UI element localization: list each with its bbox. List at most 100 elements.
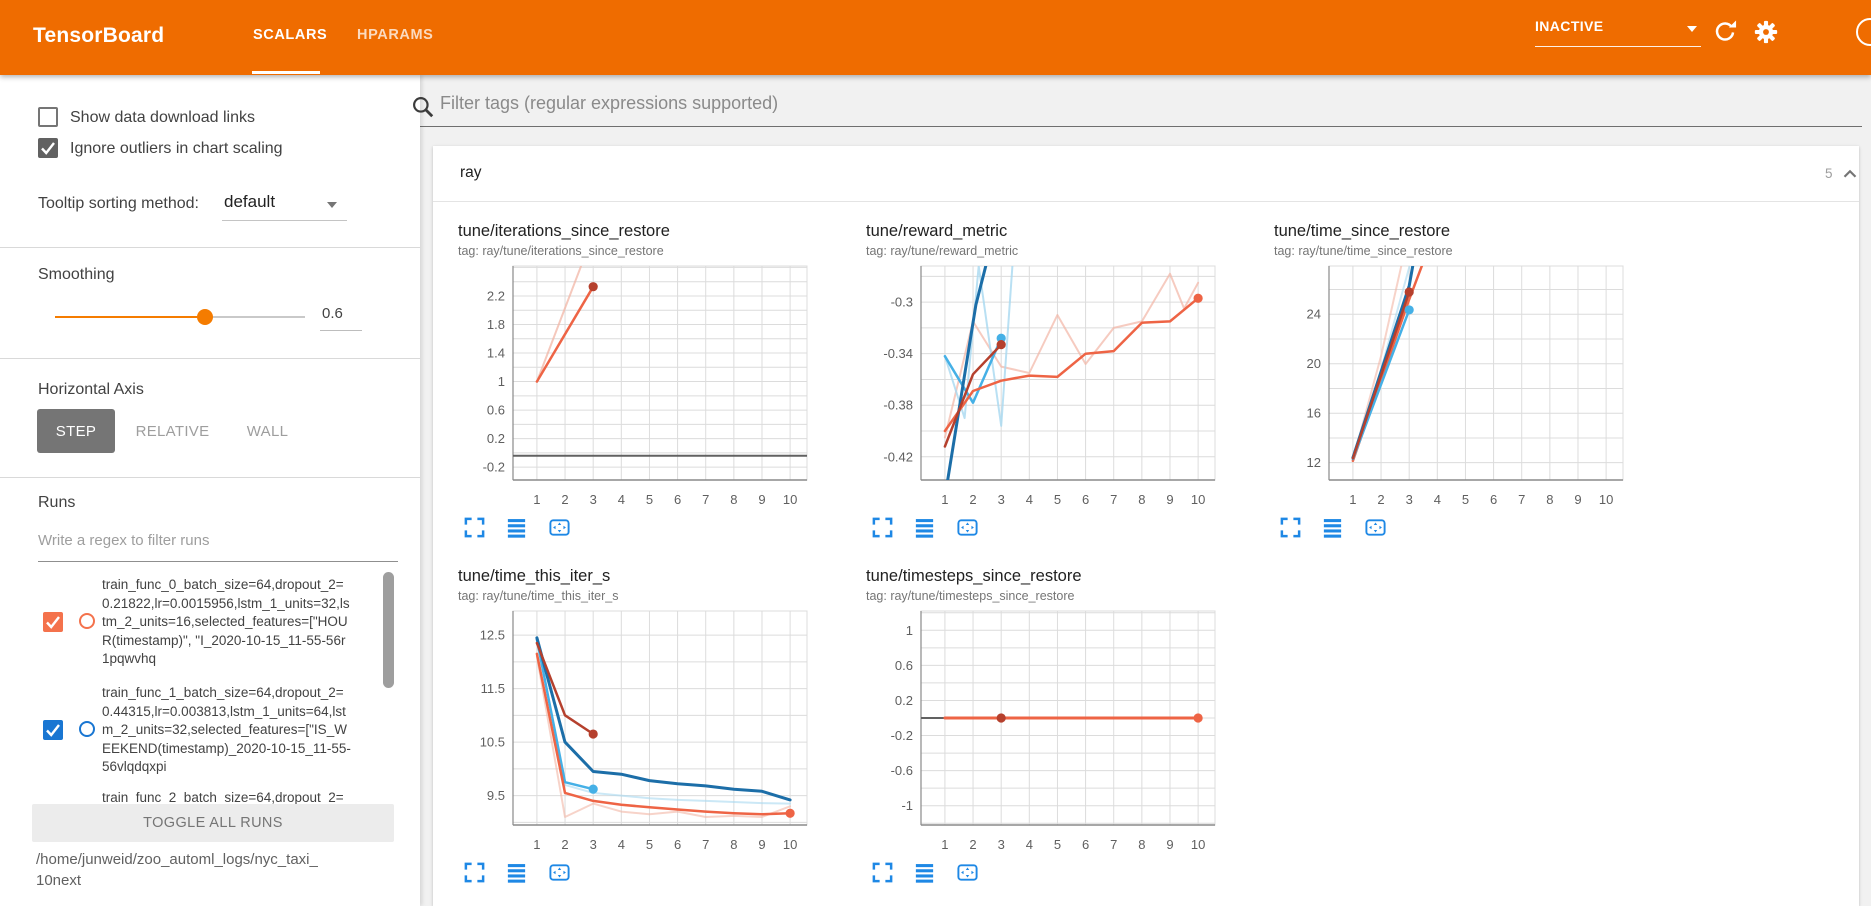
- smoothing-slider[interactable]: [55, 309, 305, 325]
- fit-domain-icon[interactable]: [955, 516, 980, 539]
- show-download-links-checkbox[interactable]: [38, 107, 58, 127]
- status-dropdown[interactable]: INACTIVE: [1535, 18, 1701, 47]
- smoothing-value[interactable]: 0.6: [322, 305, 343, 322]
- run-name-line: train_func_1_batch_size=64,dropout_2=: [102, 685, 344, 700]
- section-divider: [0, 247, 420, 248]
- chart-tag: tag: ray/tune/time_this_iter_s: [458, 589, 619, 603]
- svg-text:8: 8: [1138, 837, 1145, 852]
- run-color-radio-0[interactable]: [79, 613, 95, 629]
- runs-toggle-icon[interactable]: [913, 861, 936, 884]
- svg-text:2: 2: [561, 492, 568, 507]
- smoothing-label: Smoothing: [38, 266, 115, 283]
- fit-domain-icon[interactable]: [547, 861, 572, 884]
- series-orange: [535, 652, 792, 816]
- fit-domain-icon[interactable]: [547, 516, 572, 539]
- svg-text:4: 4: [1026, 492, 1033, 507]
- chart-plot[interactable]: 1 0.6 0.2 -0.2 -0.6 -1 1 2 3 4 5 6 7 8 9 10: [853, 609, 1223, 857]
- svg-text:-0.38: -0.38: [883, 398, 913, 413]
- chart-title: tune/timesteps_since_restore: [866, 567, 1082, 585]
- svg-text:4: 4: [618, 837, 625, 852]
- runs-scrollbar[interactable]: [383, 572, 394, 688]
- svg-text:7: 7: [1518, 492, 1525, 507]
- axis-button-step[interactable]: STEP: [37, 409, 115, 453]
- run-name-line: tm_2_units=16,selected_features=["HOU: [102, 614, 348, 629]
- svg-text:7: 7: [702, 837, 709, 852]
- tag-filter-input[interactable]: [440, 93, 1820, 114]
- chart-card-tune-reward-metric: tune/reward_metric tag: ray/tune/reward_m…: [853, 212, 1253, 539]
- svg-text:12.5: 12.5: [480, 628, 505, 643]
- chart-actions: [871, 861, 1253, 884]
- fullscreen-icon[interactable]: [463, 861, 486, 884]
- svg-text:11.5: 11.5: [481, 681, 505, 696]
- axis-button-wall[interactable]: WALL: [246, 422, 289, 440]
- svg-text:24: 24: [1307, 307, 1321, 322]
- gear-icon[interactable]: [1753, 19, 1779, 50]
- svg-text:8: 8: [730, 837, 737, 852]
- series-cyan-smoothed: [943, 336, 1003, 404]
- chevron-up-icon[interactable]: [1839, 163, 1861, 190]
- ignore-outliers-checkbox[interactable]: [38, 138, 58, 158]
- settings-sidebar: Show data download links Ignore outliers…: [0, 75, 420, 906]
- tab-scalars[interactable]: SCALARS: [253, 27, 328, 43]
- chart-plot[interactable]: -0.3 -0.34 -0.38 -0.42 1 2 3 4 5 6 7 8 9 10: [853, 264, 1223, 512]
- fullscreen-icon[interactable]: [1279, 516, 1302, 539]
- svg-text:4: 4: [1026, 837, 1033, 852]
- runs-toggle-icon[interactable]: [1321, 516, 1344, 539]
- chart-card-tune-timesteps-since-restore: tune/timesteps_since_restore tag: ray/tun…: [853, 557, 1253, 884]
- run-name-line: R(timestamp)", "I_2020-10-15_11-55-56r: [102, 632, 346, 648]
- run-checkbox-0[interactable]: [43, 612, 63, 632]
- refresh-icon[interactable]: [1712, 19, 1738, 50]
- run-name-line: 0.44315,lr=0.003813,lstm_1_units=64,lst: [102, 703, 346, 719]
- fullscreen-icon[interactable]: [463, 516, 486, 539]
- fit-domain-icon[interactable]: [1363, 516, 1388, 539]
- series-darkred: [535, 641, 595, 736]
- run-color-radio-1[interactable]: [79, 721, 95, 737]
- runs-toggle-icon[interactable]: [505, 861, 528, 884]
- fit-domain-icon[interactable]: [955, 861, 980, 884]
- svg-text:8: 8: [1546, 492, 1553, 507]
- chevron-down-icon: [1687, 26, 1697, 32]
- chevron-down-icon[interactable]: [327, 202, 337, 208]
- svg-text:5: 5: [646, 492, 653, 507]
- svg-text:-0.6: -0.6: [891, 763, 913, 778]
- runs-filter-underline: [38, 561, 398, 562]
- runs-filter-input[interactable]: [38, 532, 388, 549]
- svg-text:-0.2: -0.2: [891, 728, 913, 743]
- run-name-line: train_func_0_batch_size=64,dropout_2=: [102, 577, 344, 592]
- svg-text:-0.34: -0.34: [883, 346, 913, 361]
- tooltip-sort-dropdown[interactable]: default: [224, 192, 276, 211]
- svg-text:4: 4: [1434, 492, 1441, 507]
- svg-text:10: 10: [783, 837, 797, 852]
- chart-plot[interactable]: 12.5 11.5 10.5 9.5 1 2 3 4 5 6 7 8 9 10: [445, 609, 815, 857]
- run-name-0[interactable]: train_func_0_batch_size=64,dropout_2= 0.2…: [102, 576, 400, 669]
- help-icon[interactable]: [1856, 18, 1871, 46]
- run-name-2[interactable]: train_func_2_batch_size=64,dropout_2=: [102, 789, 400, 808]
- chart-plot[interactable]: 2.2 1.8 1.4 1 0.6 0.2 -0.2 1 2 3 4 5 6 7 8 9 10: [445, 264, 815, 512]
- svg-text:12: 12: [1307, 455, 1321, 470]
- run-checkbox-1[interactable]: [43, 720, 63, 740]
- svg-text:1.4: 1.4: [487, 346, 505, 361]
- run-name-1[interactable]: train_func_1_batch_size=64,dropout_2= 0.4…: [102, 684, 400, 777]
- svg-text:5: 5: [646, 837, 653, 852]
- svg-text:9.5: 9.5: [487, 788, 505, 803]
- tag-group-name: ray: [460, 164, 482, 181]
- runs-toggle-icon[interactable]: [505, 516, 528, 539]
- search-icon: [410, 94, 436, 125]
- smoothing-value-underline: [320, 330, 362, 331]
- smoothing-slider-thumb[interactable]: [197, 309, 213, 325]
- axis-button-relative[interactable]: RELATIVE: [135, 422, 210, 440]
- fullscreen-icon[interactable]: [871, 861, 894, 884]
- series-raw-lightblue: [535, 636, 792, 805]
- svg-text:3: 3: [998, 837, 1005, 852]
- fullscreen-icon[interactable]: [871, 516, 894, 539]
- tag-group-count: 5: [1825, 166, 1833, 181]
- check-icon: [41, 142, 55, 155]
- runs-toggle-icon[interactable]: [913, 516, 936, 539]
- toggle-all-runs-button[interactable]: TOGGLE ALL RUNS: [32, 804, 394, 842]
- svg-text:0.2: 0.2: [487, 431, 505, 446]
- tag-group-header[interactable]: ray 5: [433, 146, 1859, 202]
- svg-text:-0.3: -0.3: [891, 295, 913, 310]
- tab-hparams[interactable]: HPARAMS: [357, 27, 434, 43]
- svg-text:-1: -1: [901, 798, 913, 813]
